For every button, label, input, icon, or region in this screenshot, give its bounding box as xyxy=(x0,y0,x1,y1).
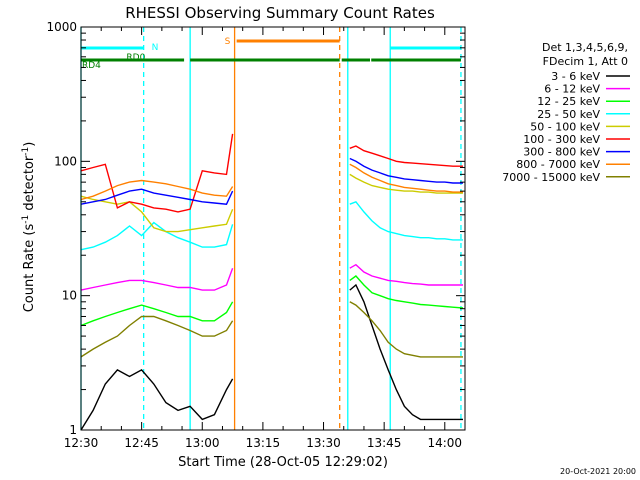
series-12-25-kev xyxy=(80,275,464,327)
series-line xyxy=(80,179,234,201)
series-line xyxy=(349,275,464,309)
series-line xyxy=(349,283,463,421)
series-line xyxy=(80,195,234,233)
series-line xyxy=(80,301,234,327)
legend-label: 50 - 100 keV xyxy=(530,120,600,133)
legend-label: 300 - 800 keV xyxy=(523,146,600,159)
series-100-300-kev xyxy=(80,133,463,213)
x-tick-label: 13:00 xyxy=(185,436,220,450)
series-line xyxy=(349,200,463,241)
series-line xyxy=(80,133,234,213)
y-tick-label: 1000 xyxy=(46,20,77,34)
series-line xyxy=(349,145,463,167)
legend-label: 12 - 25 keV xyxy=(537,95,600,108)
x-tick-label: 13:45 xyxy=(367,436,402,450)
footer-date: 20-Oct-2021 20:00 xyxy=(560,467,636,476)
y-axis-label-sup: -1 xyxy=(21,215,31,224)
series-line xyxy=(349,173,463,194)
series-800-7000-kev xyxy=(80,163,463,201)
legend-label: 6 - 12 keV xyxy=(544,83,600,96)
x-tick-label: 13:30 xyxy=(306,436,341,450)
flag-bars: N S RD0 RD4 xyxy=(81,37,461,71)
series-300-800-kev xyxy=(80,157,463,205)
series-line xyxy=(80,369,234,431)
legend-label: 800 - 7000 keV xyxy=(516,158,600,171)
series-group xyxy=(80,133,464,431)
y-axis-label-part: ) xyxy=(22,142,37,147)
series-3-6-kev xyxy=(80,283,463,431)
x-tick-label: 12:30 xyxy=(64,436,99,450)
y-axis-label-part: Count Rate (s xyxy=(22,224,37,313)
y-tick-label: 1 xyxy=(69,423,77,437)
series-line xyxy=(80,267,234,291)
series-line xyxy=(80,315,234,358)
legend-label: 25 - 50 keV xyxy=(537,108,600,121)
series-line xyxy=(349,157,463,184)
legend-label: 7000 - 15000 keV xyxy=(502,171,600,184)
legend: Det 1,3,4,5,6,9,FDecim 1, Att 0 3 - 6 keV… xyxy=(502,41,630,184)
flag-label: S xyxy=(225,37,231,47)
series-7000-15000-kev xyxy=(80,301,463,358)
x-axis-label: Start Time (28-Oct-05 12:29:02) xyxy=(178,455,388,470)
legend-header: Det 1,3,4,5,6,9, xyxy=(542,41,628,54)
flag-label: RD0 xyxy=(126,53,145,63)
series-line xyxy=(349,163,463,193)
series-line xyxy=(349,263,463,286)
y-axis-label-part: detector xyxy=(22,155,37,215)
legend-label: 100 - 300 keV xyxy=(523,133,600,146)
x-tick-label: 12:45 xyxy=(124,436,159,450)
flag-label: N xyxy=(152,43,159,53)
series-50-100-kev xyxy=(80,173,463,233)
y-axis-label: Count Rate (s-1 detector-1) xyxy=(21,142,37,313)
series-6-12-kev xyxy=(80,263,463,291)
series-line xyxy=(80,221,234,251)
series-line xyxy=(80,188,234,205)
x-tick-label: 13:15 xyxy=(246,436,281,450)
x-tick-label: 14:00 xyxy=(427,436,462,450)
y-tick-label: 10 xyxy=(62,289,77,303)
legend-header: FDecim 1, Att 0 xyxy=(543,55,628,68)
series-line xyxy=(349,301,463,358)
legend-label: 3 - 6 keV xyxy=(551,70,600,83)
flag-label: RD4 xyxy=(82,61,101,71)
y-tick-label: 100 xyxy=(54,154,77,168)
plot-lines xyxy=(80,27,462,430)
axis-ticks: 12:30 12:45 13:00 13:15 13:30 13:45 14:00 1 10 10… xyxy=(46,20,466,450)
series-25-50-kev xyxy=(80,200,463,251)
plot-frame xyxy=(80,26,466,431)
chart-title: RHESSI Observing Summary Count Rates xyxy=(125,4,435,22)
y-axis-label-sup: -1 xyxy=(21,147,31,156)
